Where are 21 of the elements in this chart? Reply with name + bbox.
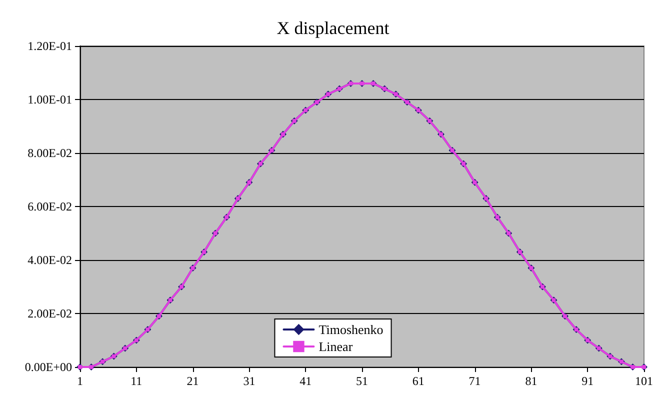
y-tick-label: 8.00E-02 — [28, 146, 72, 160]
x-tick-label: 51 — [356, 374, 368, 388]
x-tick-label: 11 — [130, 374, 142, 388]
x-tick-label: 21 — [186, 374, 199, 388]
x-tick-label: 81 — [525, 374, 538, 388]
chart-title: X displacement — [276, 18, 390, 38]
x-tick-label: 91 — [582, 374, 594, 388]
x-tick-label: 1 — [77, 374, 83, 388]
y-tick-label: 1.00E-01 — [28, 92, 72, 106]
y-tick-label: 0.00E+00 — [24, 360, 72, 374]
y-tick-label: 1.20E-01 — [28, 39, 72, 53]
y-tick-label: 4.00E-02 — [28, 253, 72, 267]
y-tick-label: 2.00E-02 — [28, 306, 72, 320]
y-tick-label: 6.00E-02 — [28, 200, 72, 214]
x-tick-label: 31 — [243, 374, 256, 388]
x-tick-label: 71 — [468, 374, 481, 388]
legend-label: Linear — [318, 339, 354, 354]
x-tick-label: 101 — [635, 374, 653, 388]
legend-label: Timoshenko — [318, 322, 384, 337]
x-tick-label: 41 — [300, 374, 312, 388]
x-tick-label: 61 — [412, 374, 424, 388]
